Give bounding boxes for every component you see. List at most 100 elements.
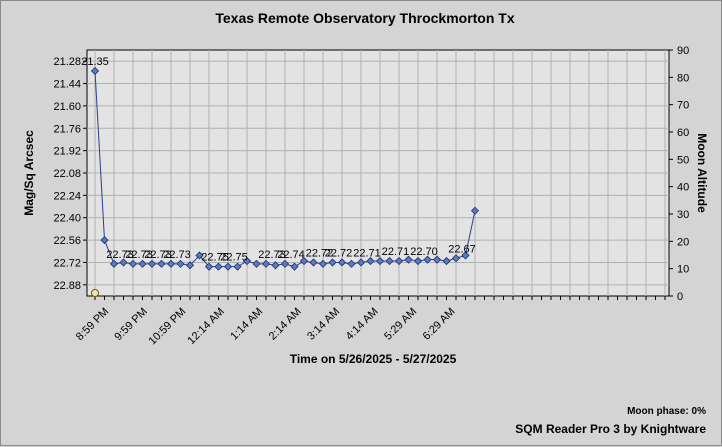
data-point [223, 262, 233, 271]
moon-altitude-marker [91, 289, 99, 297]
data-point [366, 256, 375, 266]
data-label: 22.73 [163, 249, 191, 261]
y-tick-label: 22.40 [53, 213, 81, 225]
data-points [90, 66, 480, 271]
y-tick-label: 22.88 [53, 280, 81, 292]
y2-tick-label: 70 [677, 100, 689, 112]
data-label: 22.74 [277, 249, 305, 261]
y-axis-label: Mag/Sq Arcsec [22, 130, 36, 216]
data-point [233, 262, 242, 271]
data-point [90, 66, 100, 76]
y-tick-label: 21.76 [53, 123, 81, 135]
data-point [451, 254, 461, 263]
x-tick-label: 5:29 AM [382, 306, 419, 343]
data-label: 21.35 [81, 56, 109, 68]
data-point [119, 258, 128, 267]
y-tick-label: 21.60 [53, 101, 81, 113]
data-point [309, 258, 318, 267]
y2-axis-label: Moon Altitude [695, 133, 709, 213]
y2-tick-label: 10 [677, 264, 689, 276]
y2-tick-label: 30 [677, 209, 689, 221]
data-point [185, 261, 195, 270]
data-point [470, 206, 480, 215]
y2-tick-label: 50 [677, 154, 689, 166]
data-point [328, 258, 337, 267]
chart-title: Texas Remote Observatory Throckmorton Tx [215, 10, 514, 26]
data-point [214, 262, 223, 271]
y-tick-label: 21.44 [53, 79, 81, 91]
data-point [195, 251, 204, 260]
y-tick-label: 22.24 [53, 190, 81, 202]
y-tick-label: 21.28 [53, 56, 81, 68]
x-tick-label: 3:14 AM [305, 306, 342, 343]
data-point [138, 259, 147, 268]
y2-tick-label: 40 [677, 182, 689, 194]
data-point [157, 259, 166, 268]
data-point [432, 255, 442, 264]
data-label: 22.73 [258, 249, 286, 261]
data-point [109, 259, 119, 268]
x-tick-label: 9:59 PM [112, 306, 149, 343]
moon-phase-text: Moon phase: 0% [627, 406, 706, 417]
x-tick-label: 8:59 PM [74, 306, 111, 343]
data-point [242, 256, 252, 266]
data-point [147, 259, 157, 268]
data-point [290, 262, 299, 271]
data-point [299, 256, 309, 266]
data-point [128, 259, 138, 268]
y2-tick-label: 0 [677, 291, 683, 303]
data-label: 22.70 [410, 246, 438, 258]
data-label: 22.71 [353, 247, 381, 259]
y-tick-label: 22.56 [53, 235, 81, 247]
data-point [280, 259, 290, 268]
data-point [394, 256, 404, 266]
y-tick-label: 22.72 [53, 257, 81, 269]
y-tick-label: 21.92 [53, 146, 81, 158]
data-point [261, 259, 271, 268]
x-tick-label: 10:59 PM [147, 306, 189, 348]
data-point [271, 261, 280, 270]
data-point [176, 259, 185, 268]
data-point [204, 262, 214, 271]
data-label: 22.72 [325, 247, 353, 259]
data-point [100, 236, 109, 245]
data-point [413, 256, 423, 266]
x-tick-label: 12:14 AM [185, 306, 226, 347]
x-tick-label: 4:14 AM [344, 306, 381, 343]
data-label: 22.67 [448, 243, 476, 255]
data-label: 22.75 [201, 252, 229, 264]
data-point [385, 256, 394, 266]
data-point [166, 259, 176, 268]
data-label: 22.71 [382, 246, 410, 258]
x-tick-label: 2:14 AM [267, 306, 304, 343]
y2-tick-label: 80 [677, 72, 689, 84]
data-point [356, 258, 366, 267]
data-point [337, 258, 347, 267]
y2-tick-label: 60 [677, 127, 689, 139]
data-point [423, 255, 432, 264]
data-label: 22.72 [306, 247, 334, 259]
data-label: 22.75 [220, 252, 248, 264]
data-label: 22.73 [125, 249, 153, 261]
data-label: 22.73 [106, 249, 134, 261]
credit-text: SQM Reader Pro 3 by Knightware [515, 422, 706, 436]
y-tick-label: 22.08 [53, 168, 81, 180]
x-axis-label: Time on 5/26/2025 - 5/27/2025 [290, 352, 457, 366]
x-tick-label: 1:14 AM [228, 306, 265, 343]
data-point [461, 251, 470, 260]
data-point [252, 259, 261, 268]
data-point [442, 256, 451, 266]
data-point [347, 259, 356, 268]
y2-tick-label: 90 [677, 45, 689, 57]
data-point [318, 259, 328, 268]
x-tick-label: 6:29 AM [421, 306, 458, 343]
data-point [404, 255, 413, 264]
moon-point [91, 289, 99, 297]
y2-axis-ticks: 0 10 20 30 40 50 60 70 80 90 [669, 45, 689, 303]
data-label: 22.73 [144, 249, 172, 261]
y-axis-ticks: 21.28 21.44 21.60 21.76 21.92 22.08 22.24 22.40… [53, 56, 87, 292]
